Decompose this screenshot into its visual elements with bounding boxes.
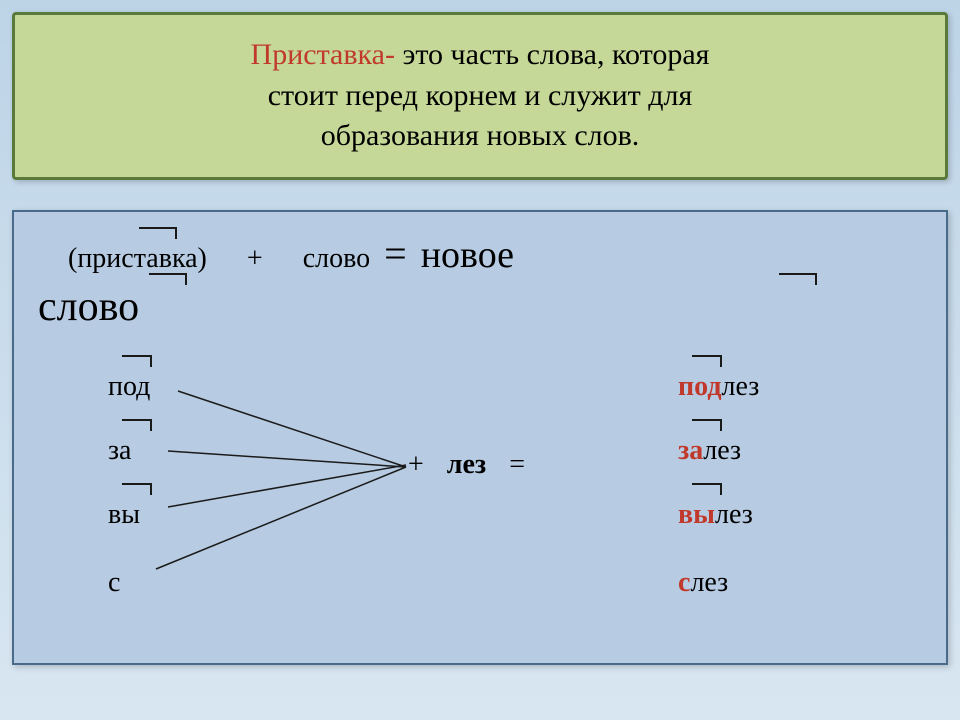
prefix-mark-icon <box>139 227 177 239</box>
prefix-item: с <box>108 567 150 599</box>
result-root: лез <box>715 499 753 530</box>
prefix-mark-icon <box>149 273 187 285</box>
prefix-mark-icon <box>692 419 722 431</box>
formula-prefix-label: (приставка) <box>68 243 207 275</box>
prefix-item: вы <box>108 499 150 531</box>
formula-big-word-text: слово <box>38 284 139 330</box>
prefix-mark-icon <box>692 355 722 367</box>
result-prefix: за <box>678 435 703 466</box>
definition-line-3: образования новых слов. <box>45 116 915 157</box>
formula-equals: = <box>384 230 407 277</box>
prefix-item: за <box>108 435 150 467</box>
result-item: вылез <box>678 499 759 531</box>
formula-word-label: слово <box>303 243 370 275</box>
prefix-item: под <box>108 371 150 403</box>
prefix-mark-icon <box>122 355 152 367</box>
result-root: лез <box>703 435 741 466</box>
definition-line-1: Приставка- это часть слова, которая <box>45 35 915 76</box>
prefix-text: вы <box>108 499 140 530</box>
result-item: подлез <box>678 371 759 403</box>
diagram-box: (приставка) + слово = новое слово под за <box>12 210 948 665</box>
definition-accent: Приставка- <box>251 38 395 71</box>
definition-box: Приставка- это часть слова, которая стои… <box>12 12 948 180</box>
result-item: слез <box>678 567 759 599</box>
prefix-mark-icon <box>692 483 722 495</box>
prefix-mark-icon <box>779 273 817 285</box>
prefix-text: с <box>108 567 120 598</box>
result-root: лез <box>722 371 760 402</box>
formula-big-word: слово <box>38 283 139 331</box>
definition-line-2: стоит перед корнем и служит для <box>45 76 915 117</box>
formula-plus: + <box>247 243 263 275</box>
result-prefix: с <box>678 567 690 598</box>
prefix-mark-icon <box>122 483 152 495</box>
center-plus: + <box>408 449 424 480</box>
prefix-column: под за вы с <box>108 339 150 599</box>
formula-row: (приставка) + слово = новое <box>38 230 922 277</box>
center-equals: = <box>509 449 525 480</box>
result-prefix: вы <box>678 499 715 530</box>
center-root: лез <box>447 449 486 480</box>
connector-lines <box>38 339 938 639</box>
formula-new-label: новое <box>421 233 514 277</box>
prefix-text: за <box>108 435 132 466</box>
formula-row-2: слово <box>38 283 922 331</box>
definition-rest-1: это часть слова, которая <box>395 38 709 71</box>
result-root: лез <box>690 567 728 598</box>
formula-prefix-text: (приставка) <box>68 243 207 274</box>
result-column: подлез залез вылез слез <box>678 339 759 599</box>
diagram-area: под за вы с + лез = подлез <box>38 339 922 639</box>
prefix-mark-icon <box>122 419 152 431</box>
result-prefix: под <box>678 371 722 402</box>
result-item: залез <box>678 435 759 467</box>
center-formula: + лез = <box>408 449 525 481</box>
prefix-text: под <box>108 371 150 402</box>
